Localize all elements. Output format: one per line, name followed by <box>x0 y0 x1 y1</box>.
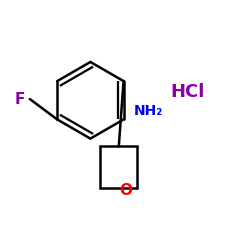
Text: NH₂: NH₂ <box>134 104 163 118</box>
Text: O: O <box>120 183 133 198</box>
Text: HCl: HCl <box>171 82 205 100</box>
Text: F: F <box>15 92 25 106</box>
